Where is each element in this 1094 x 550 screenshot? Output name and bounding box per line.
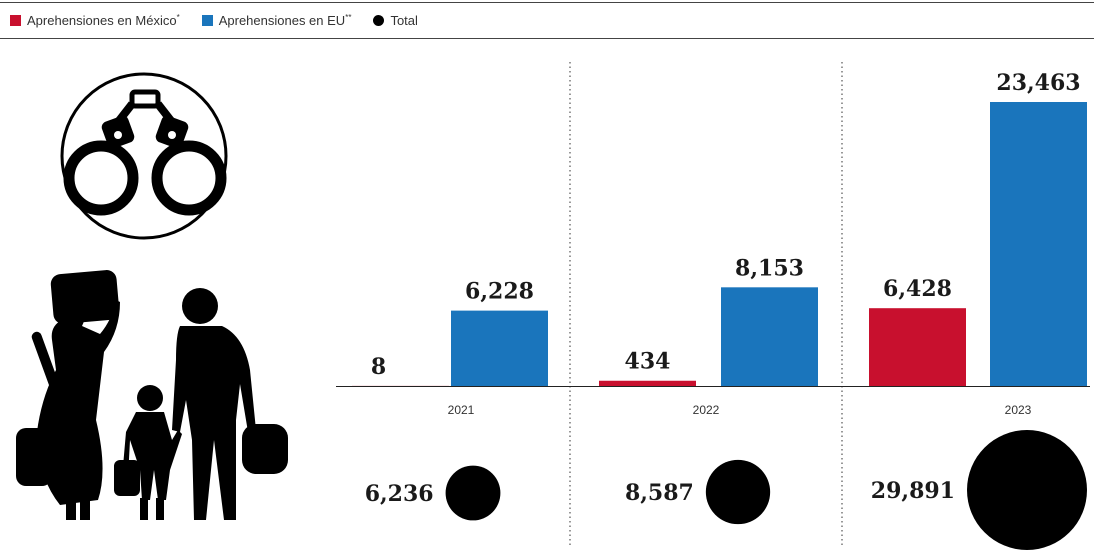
total-label-2021: 6,236 [365,481,434,507]
legend-bottom-rule [0,38,1094,39]
bar-eu-2021 [451,310,548,386]
legend-swatch-mexico [10,14,21,26]
total-circle-2023 [967,430,1087,550]
total-circle-2022 [705,459,771,525]
legend-item-mexico: Aprehensiones en México * [10,13,180,28]
legend-dot-total [373,14,385,26]
legend-label-total: Total [390,12,418,28]
bar-mexico-2023 [869,308,966,386]
bar-eu-2022 [721,287,818,386]
legend: Aprehensiones en México * Aprehensiones e… [10,10,440,30]
migrant-family-silhouette [16,270,288,520]
legend-label-eu: Aprehensiones en EU [218,12,346,28]
total-label-2023: 29,891 [871,478,955,504]
value-label-eu-2022: 8,153 [735,255,804,281]
year-label-2021: 2021 [448,403,475,417]
legend-item-eu: Aprehensiones en EU ** [201,12,352,28]
bar-mexico-2022 [599,380,696,386]
legend-label-mexico: Aprehensiones en México [27,12,177,28]
value-label-eu-2021: 6,228 [465,279,534,305]
legend-item-total: Total [373,12,418,28]
legend-sup-mexico: * [176,12,180,22]
legend-sup-eu: ** [345,12,352,22]
value-label-mexico-2022: 434 [625,349,671,375]
bar-eu-2023 [990,102,1087,386]
handcuffs-icon [60,72,228,240]
value-label-eu-2023: 23,463 [996,70,1080,96]
year-label-2022: 2022 [693,403,720,417]
legend-swatch-eu [201,14,213,26]
total-circle-2021 [445,465,501,521]
value-label-mexico-2021: 8 [371,354,386,380]
year-label-2023: 2023 [1005,403,1032,417]
total-label-2022: 8,587 [625,480,694,506]
value-label-mexico-2023: 6,428 [883,276,952,302]
legend-top-rule [0,2,1094,3]
